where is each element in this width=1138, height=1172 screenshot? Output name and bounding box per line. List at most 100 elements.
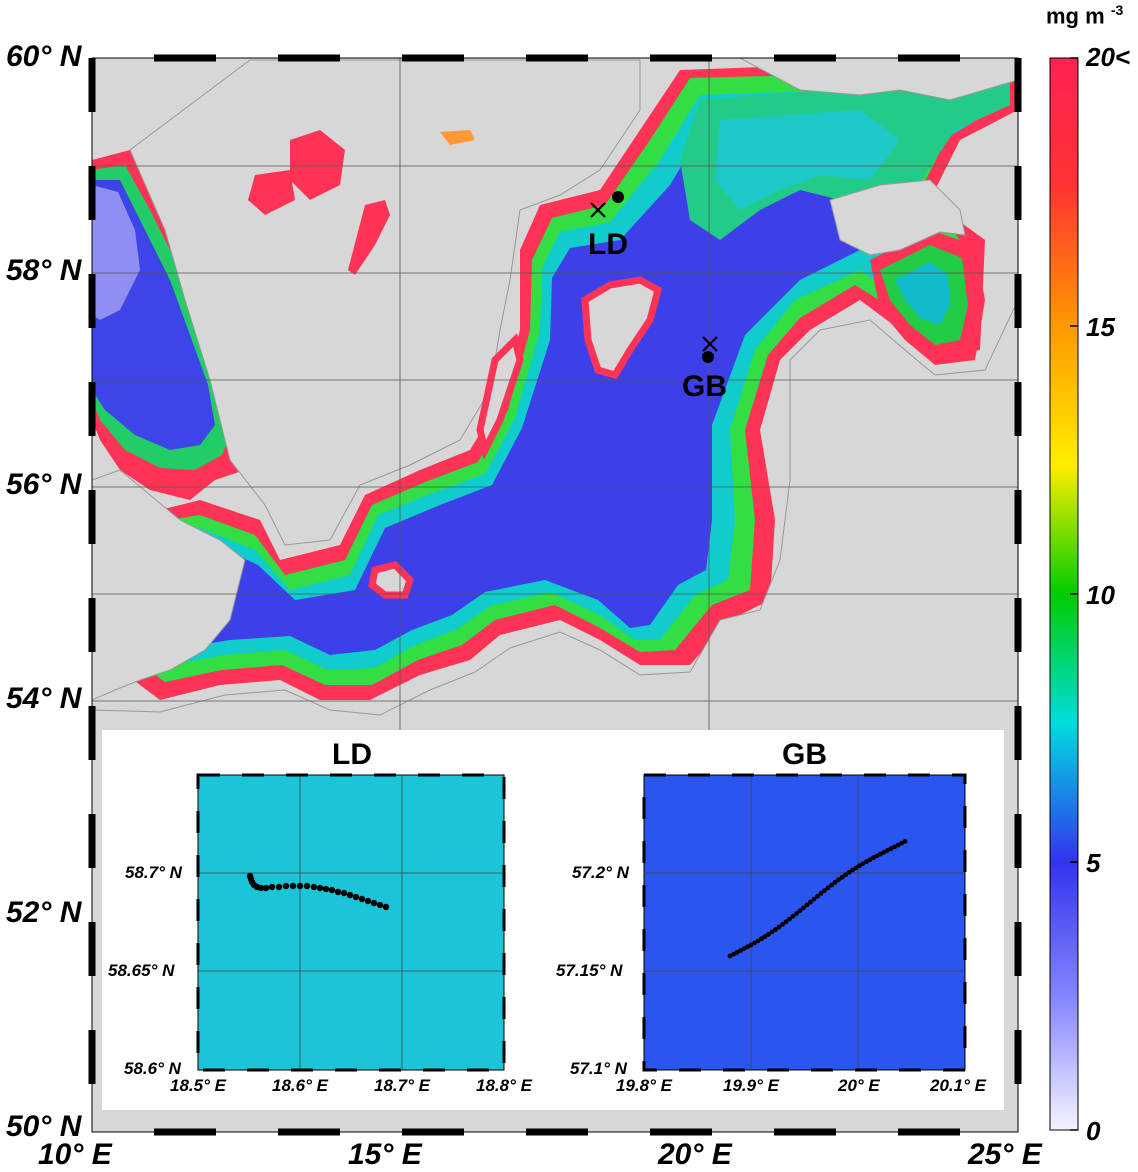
gb-track-point (825, 885, 831, 891)
gb-track-point (755, 938, 761, 944)
colorbar-tick-0: 0 (1086, 1116, 1101, 1146)
colorbar-tick-10: 10 (1086, 580, 1115, 610)
ld-lat-label-2: 58.65° N (108, 961, 175, 980)
gb-lon-label-2: 19.9° E (723, 1076, 779, 1095)
gb-track-point (759, 936, 764, 942)
gb-track-point (860, 861, 866, 866)
ld-lon-label-1: 18.5° E (170, 1076, 226, 1095)
ld-track-point (316, 884, 324, 892)
ld-track-point (310, 883, 318, 891)
gb-track-point (776, 924, 782, 930)
gb-track-point (853, 865, 859, 871)
ld-track-point (322, 885, 330, 893)
lon-label-10: 10° E (38, 1138, 112, 1171)
ld-track-point (370, 899, 378, 907)
ld-track-point (268, 883, 276, 891)
ld-lon-label-3: 18.7° E (374, 1076, 430, 1095)
gb-track-point (787, 916, 792, 922)
gb-lat-label-2: 57.15° N (556, 961, 623, 980)
gb-track-point (745, 944, 750, 950)
gb-track-point (797, 908, 803, 914)
colorbar-unit: mg m -3 (1046, 2, 1124, 29)
lat-label-50: 50° N (6, 1110, 82, 1143)
gb-track-point (815, 893, 820, 899)
ld-track-point (358, 895, 366, 903)
gb-track-point (780, 922, 785, 927)
ld-track-point (352, 893, 360, 901)
gb-track-point (902, 839, 908, 844)
gb-track-point (769, 929, 775, 935)
ld-track-point (282, 882, 290, 890)
graticule (92, 58, 1018, 730)
inset-title-ld: LD (332, 738, 372, 771)
ld-track-point (340, 889, 348, 897)
gb-track-point (843, 872, 848, 878)
gb-track-point (832, 880, 838, 885)
ld-track-point (346, 891, 354, 899)
lon-label-25: 25° E (968, 1138, 1042, 1171)
colorbar-tick-5: 5 (1086, 848, 1101, 878)
gb-track-point (741, 946, 747, 952)
station-label-gb: GB (682, 370, 727, 403)
sea-areas (92, 58, 1018, 700)
ld-track-point (275, 883, 283, 891)
ld-lon-label-4: 18.8° E (476, 1076, 532, 1095)
gb-lon-label-3: 20° E (838, 1076, 880, 1095)
gb-lon-label-4: 20.1° E (930, 1076, 986, 1095)
ld-track-point (257, 884, 265, 892)
lat-label-60: 60° N (6, 40, 82, 73)
lat-label-54: 54° N (6, 682, 82, 715)
ld-track-point (303, 882, 311, 890)
station-markers (590, 191, 718, 363)
gb-track-point (818, 891, 824, 896)
gb-track-point (839, 874, 845, 880)
gb-track-point (850, 867, 855, 873)
gb-lat-label-1: 57.2° N (572, 863, 629, 882)
ld-track-point (334, 888, 342, 896)
gb-track-point (773, 927, 778, 932)
ld-track-point (289, 882, 297, 890)
gb-track-point (864, 859, 869, 864)
lakes (248, 130, 475, 275)
ld-lon-label-2: 18.6° E (272, 1076, 328, 1095)
lat-label-56: 56° N (6, 468, 82, 501)
gb-track-point (857, 863, 862, 869)
lon-label-20: 20° E (658, 1138, 732, 1171)
gb-track-point (895, 842, 901, 848)
ld-lat-label-1: 58.7° N (125, 863, 182, 882)
gb-track-point (801, 905, 806, 911)
gb-track-point (752, 940, 757, 946)
ld-track-point (296, 882, 304, 890)
gb-track-point (836, 877, 841, 883)
lat-label-58: 58° N (6, 254, 82, 287)
gb-track-point (790, 913, 796, 919)
gb-track-point (822, 888, 827, 893)
gb-track-point (762, 934, 768, 939)
ld-track-point (364, 897, 372, 905)
inset-ld (197, 774, 505, 1071)
gb-lon-label-1: 19.8° E (616, 1076, 672, 1095)
gb-track-point (766, 931, 771, 937)
gb-track-point (808, 899, 813, 905)
lon-label-15: 15° E (348, 1138, 422, 1171)
colorbar-ticks (1070, 57, 1078, 1131)
gb-track-point (874, 853, 880, 859)
gb-track-point (846, 870, 852, 875)
gb-track-point (794, 911, 799, 916)
gb-track-point (829, 882, 834, 888)
ld-track-point (376, 901, 384, 909)
gb-lat-label-3: 57.1° N (570, 1059, 627, 1078)
gb-track-point (738, 948, 743, 953)
gb-track-point (748, 942, 754, 948)
inset-gb (643, 774, 966, 1071)
lat-label-52: 52° N (6, 896, 82, 929)
ld-lat-label-3: 58.6° N (124, 1059, 181, 1078)
gb-track-point (867, 857, 873, 863)
gb-track-point (811, 896, 817, 902)
colorbar-tick-20: 20< (1086, 42, 1131, 72)
gb-track-point (783, 919, 789, 925)
gb-track-point (804, 902, 810, 908)
inset-title-gb: GB (782, 738, 827, 771)
ld-track-point (382, 903, 390, 911)
